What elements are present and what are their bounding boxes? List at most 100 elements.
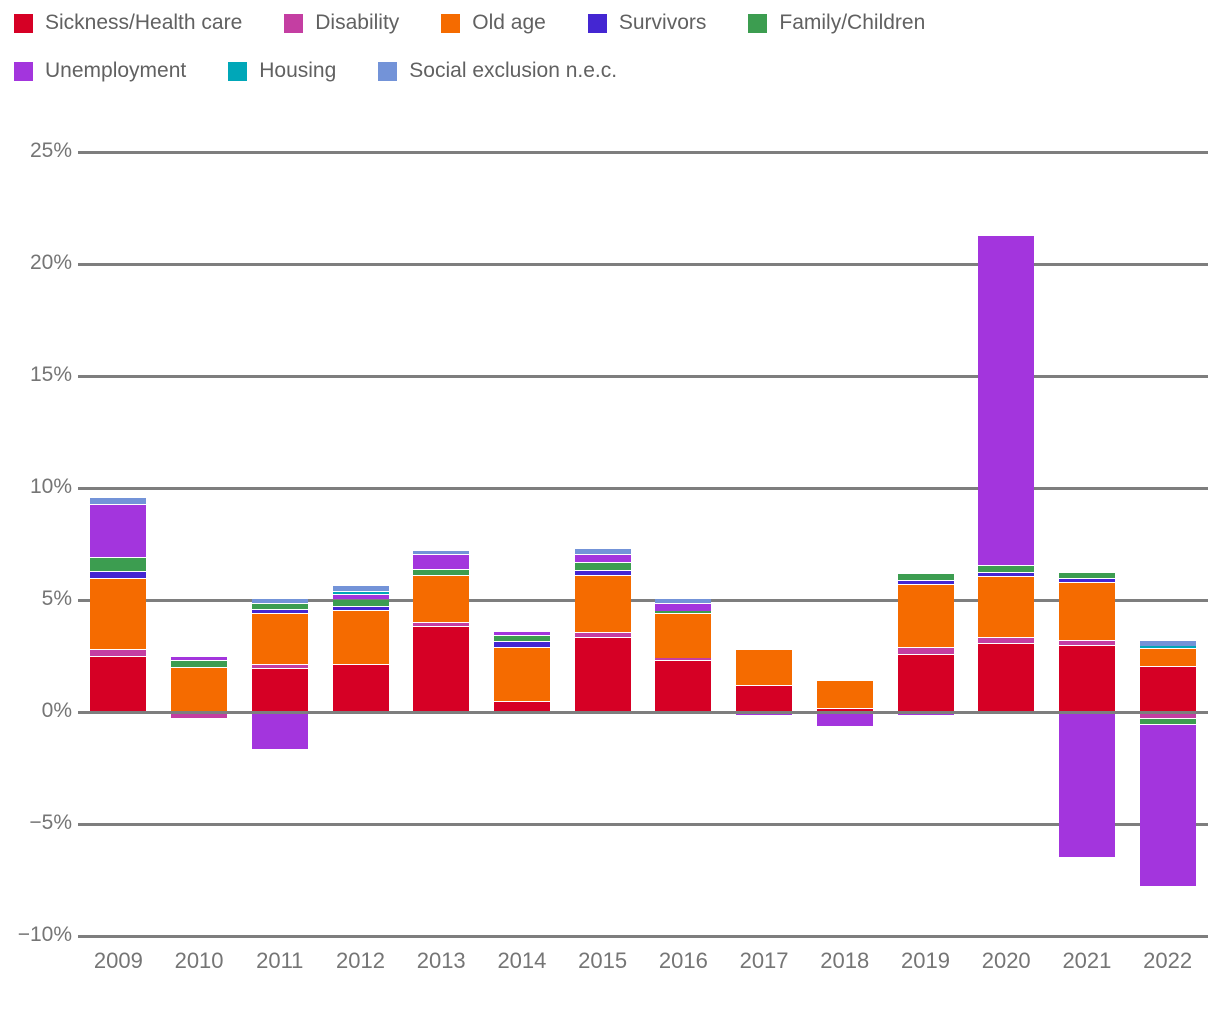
bar-2022-housing[interactable] (1139, 645, 1196, 649)
legend-item-social-exclusion-n-e-c[interactable]: Social exclusion n.e.c. (378, 58, 617, 84)
bar-2016-unemployment[interactable] (655, 604, 712, 612)
chart-legend: Sickness/Health care Disability Old age Sur… (14, 10, 1044, 84)
bar-2016-disability[interactable] (655, 658, 712, 661)
bar-2015-unemployment[interactable] (574, 555, 631, 562)
bar-2011-disability[interactable] (251, 664, 308, 669)
bar-2020-unemployment[interactable] (978, 235, 1035, 566)
bar-2019-disability[interactable] (897, 648, 954, 654)
legend-label: Family/Children (779, 11, 926, 34)
bar-2015-social-exclusion-n-e-c[interactable] (574, 549, 631, 555)
bar-2012-housing[interactable] (332, 592, 389, 595)
bar-2011-survivors[interactable] (251, 609, 308, 614)
bar-2021-unemployment[interactable] (1058, 712, 1115, 857)
bar-2017-sickness-health-care[interactable] (736, 686, 793, 712)
bar-2018-old-age[interactable] (816, 680, 873, 708)
bar-2016-sickness-health-care[interactable] (655, 661, 712, 712)
bar-2009-disability[interactable] (90, 650, 147, 656)
legend-label: Sickness/Health care (45, 11, 243, 34)
bar-2013-disability[interactable] (413, 623, 470, 626)
bar-2009-social-exclusion-n-e-c[interactable] (90, 497, 147, 504)
bar-2009-unemployment[interactable] (90, 504, 147, 558)
bar-2022-sickness-health-care[interactable] (1139, 667, 1196, 712)
bar-2009-survivors[interactable] (90, 571, 147, 578)
x-axis-label-2021: 2021 (1062, 948, 1112, 973)
bar-2020-old-age[interactable] (978, 577, 1035, 637)
bar-2019-old-age[interactable] (897, 585, 954, 648)
bar-2012-family-children[interactable] (332, 599, 389, 606)
bar-2014-unemployment[interactable] (493, 632, 550, 635)
bar-2020-disability[interactable] (978, 637, 1035, 643)
bar-2012-old-age[interactable] (332, 611, 389, 664)
bar-2013-family-children[interactable] (413, 569, 470, 576)
bar-2021-old-age[interactable] (1058, 583, 1115, 641)
bar-2015-family-children[interactable] (574, 562, 631, 570)
bar-2013-sickness-health-care[interactable] (413, 626, 470, 712)
bar-2014-family-children[interactable] (493, 635, 550, 642)
legend-item-housing[interactable]: Housing (228, 58, 336, 84)
bar-2015-disability[interactable] (574, 633, 631, 637)
bar-2009-old-age[interactable] (90, 578, 147, 650)
legend-label: Old age (472, 11, 546, 34)
bar-2009-sickness-health-care[interactable] (90, 657, 147, 712)
bar-2021-family-children[interactable] (1058, 573, 1115, 578)
x-axis-label-2009: 2009 (93, 948, 143, 973)
bar-2014-sickness-health-care[interactable] (493, 701, 550, 712)
legend-label: Unemployment (45, 59, 187, 82)
legend-item-unemployment[interactable]: Unemployment (14, 58, 186, 84)
bar-2013-social-exclusion-n-e-c[interactable] (413, 550, 470, 555)
bar-2022-family-children[interactable] (1139, 718, 1196, 725)
bar-2011-unemployment[interactable] (251, 712, 308, 750)
legend-item-family-children[interactable]: Family/Children (748, 10, 925, 36)
bar-2022-unemployment[interactable] (1139, 725, 1196, 886)
legend-swatch-icon (284, 13, 304, 33)
legend-item-disability[interactable]: Disability (284, 10, 399, 36)
bar-2013-old-age[interactable] (413, 576, 470, 623)
bar-2020-survivors[interactable] (978, 573, 1035, 577)
bar-2022-disability[interactable] (1139, 712, 1196, 718)
x-axis-label-2013: 2013 (416, 948, 466, 973)
bar-2010-unemployment[interactable] (171, 657, 228, 661)
bar-2012-social-exclusion-n-e-c[interactable] (332, 586, 389, 592)
gridline-20 (78, 263, 1208, 266)
bar-2011-old-age[interactable] (251, 614, 308, 664)
bar-2012-sickness-health-care[interactable] (332, 664, 389, 712)
y-axis-label-20: 20% (29, 251, 72, 274)
bar-2013-unemployment[interactable] (413, 555, 470, 569)
bar-2019-survivors[interactable] (897, 580, 954, 585)
bar-2021-sickness-health-care[interactable] (1058, 645, 1115, 712)
bar-2022-old-age[interactable] (1139, 649, 1196, 667)
bar-2019-sickness-health-care[interactable] (897, 654, 954, 712)
zero-axis-line (78, 711, 1208, 714)
bar-2016-family-children[interactable] (655, 611, 712, 614)
bar-2011-sickness-health-care[interactable] (251, 669, 308, 712)
bar-2018-unemployment[interactable] (816, 712, 873, 726)
bar-2016-social-exclusion-n-e-c[interactable] (655, 598, 712, 604)
legend-item-survivors[interactable]: Survivors (587, 10, 706, 36)
bar-2017-old-age[interactable] (736, 650, 793, 686)
bar-2020-family-children[interactable] (978, 566, 1035, 572)
bar-2016-old-age[interactable] (655, 614, 712, 659)
bar-2012-unemployment[interactable] (332, 595, 389, 599)
bar-2010-old-age[interactable] (171, 668, 228, 712)
legend-item-sickness-health-care[interactable]: Sickness/Health care (14, 10, 242, 36)
bar-2014-survivors[interactable] (493, 642, 550, 648)
bar-2020-sickness-health-care[interactable] (978, 643, 1035, 712)
bar-2011-family-children[interactable] (251, 604, 308, 609)
bar-2015-old-age[interactable] (574, 576, 631, 633)
bar-2009-family-children[interactable] (90, 558, 147, 571)
bar-2015-sickness-health-care[interactable] (574, 637, 631, 712)
bar-2014-old-age[interactable] (493, 648, 550, 701)
bar-2018-sickness-health-care[interactable] (816, 708, 873, 712)
legend-item-old-age[interactable]: Old age (441, 10, 546, 36)
bar-2021-survivors[interactable] (1058, 578, 1115, 583)
bar-2022-social-exclusion-n-e-c[interactable] (1139, 641, 1196, 646)
bar-2015-survivors[interactable] (574, 570, 631, 576)
bar-2011-social-exclusion-n-e-c[interactable] (251, 598, 308, 604)
bar-2019-family-children[interactable] (897, 574, 954, 580)
x-axis-label-2019: 2019 (901, 948, 950, 973)
legend-swatch-icon (14, 13, 33, 33)
bar-2010-disability[interactable] (171, 712, 228, 718)
bar-2012-survivors[interactable] (332, 606, 389, 611)
bar-2021-disability[interactable] (1058, 641, 1115, 645)
bar-2010-family-children[interactable] (171, 661, 228, 668)
